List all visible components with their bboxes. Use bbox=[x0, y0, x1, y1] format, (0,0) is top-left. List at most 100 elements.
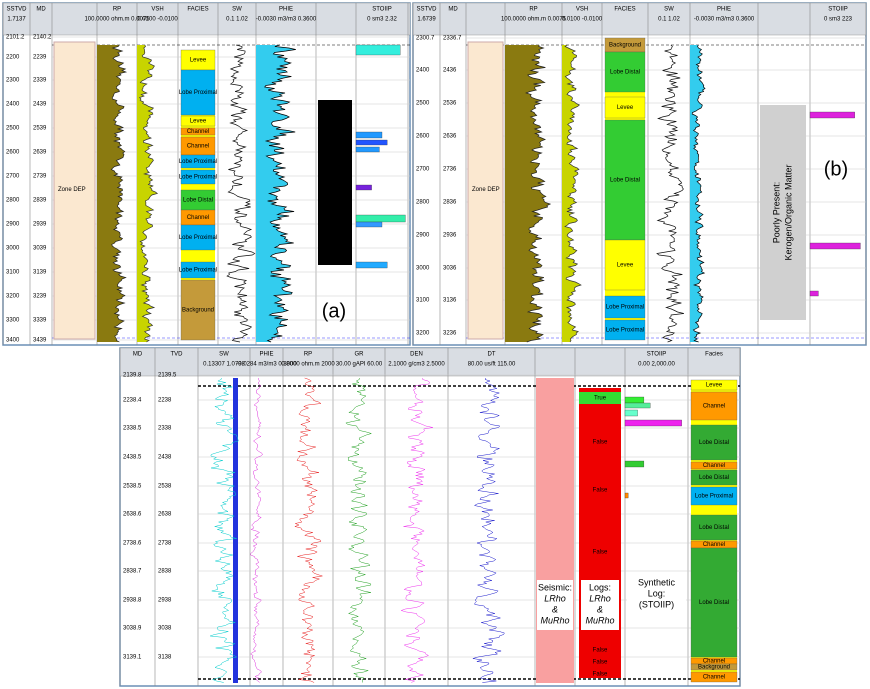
depth-label: 2101.2 bbox=[6, 35, 25, 41]
depth-label: 2700 bbox=[416, 167, 430, 173]
depth-label: 2600 bbox=[6, 150, 20, 156]
facies-label: Channel bbox=[703, 404, 725, 410]
stoiip-bar bbox=[624, 402, 651, 409]
depth-label: 2739 bbox=[33, 174, 47, 180]
depth-label: 3236 bbox=[443, 331, 457, 337]
facies-interval bbox=[690, 391, 738, 421]
track-scale: 0 sm3 223 bbox=[824, 17, 853, 23]
logs-true bbox=[579, 392, 621, 404]
track-scale: 2.1000 g/cm3 2.5000 bbox=[388, 362, 445, 368]
stoiip-bar bbox=[809, 242, 861, 250]
track-name: MD bbox=[36, 7, 46, 13]
track-name: SSTVD bbox=[6, 7, 27, 13]
depth-label: 2636 bbox=[443, 134, 457, 140]
depth-label: 3036 bbox=[443, 266, 457, 272]
zone-fill bbox=[467, 41, 504, 340]
track-name: FACIES bbox=[187, 7, 208, 13]
facies-label: Background bbox=[609, 43, 641, 49]
depth-label: 3200 bbox=[416, 331, 430, 337]
track-name: STOIIP bbox=[372, 7, 392, 13]
depth-label: 3000 bbox=[6, 246, 20, 252]
facies-interval bbox=[690, 379, 738, 391]
depth-label: 2800 bbox=[416, 200, 430, 206]
track-name: VSH bbox=[151, 7, 163, 13]
log-curve bbox=[564, 44, 582, 343]
track-name: SW bbox=[664, 7, 674, 13]
depth-label: 2538 bbox=[158, 484, 172, 490]
depth-label: 3100 bbox=[416, 298, 430, 304]
stoiip-bar bbox=[355, 261, 388, 269]
stoiip-bar bbox=[624, 492, 629, 499]
depth-label: 2838.7 bbox=[123, 569, 142, 575]
annotation: Kerogen/Organic Matter bbox=[783, 164, 793, 260]
facies-interval bbox=[690, 663, 738, 671]
annotation-box bbox=[318, 100, 352, 265]
facies-label: Lobe Distal bbox=[610, 70, 640, 76]
facies-interval bbox=[604, 119, 646, 241]
track-name: VSH bbox=[576, 7, 588, 13]
depth-label: 2738 bbox=[158, 541, 172, 547]
facies-label: Levee bbox=[617, 263, 634, 269]
track-name: SW bbox=[219, 352, 229, 358]
header-band bbox=[412, 2, 867, 36]
depth-label: 2140.2 bbox=[33, 35, 52, 41]
log-curve bbox=[656, 44, 684, 343]
note: LRho bbox=[544, 593, 566, 603]
stoiip-bar bbox=[624, 419, 682, 427]
facies-interval bbox=[180, 169, 216, 185]
logs-flag: False bbox=[593, 488, 608, 494]
track-name: PHIE bbox=[259, 352, 273, 358]
zone-fill bbox=[53, 41, 96, 340]
depth-label: 2139.5 bbox=[158, 373, 177, 379]
depth-label: 2300 bbox=[6, 78, 20, 84]
depth-label: 2700 bbox=[6, 174, 20, 180]
facies-label: Channel bbox=[187, 215, 209, 221]
log-curve bbox=[525, 44, 552, 343]
facies-interval bbox=[180, 154, 216, 169]
depth-label: 3038 bbox=[158, 626, 172, 632]
facies-interval bbox=[180, 127, 216, 136]
depth-label: 2400 bbox=[416, 68, 430, 74]
facies-interval bbox=[180, 69, 216, 116]
facies-interval bbox=[690, 424, 738, 461]
facies-interval bbox=[180, 261, 216, 279]
log-fill bbox=[256, 45, 296, 342]
track-name: TVD bbox=[171, 352, 184, 358]
log-fill bbox=[562, 45, 581, 342]
stoiip-bar bbox=[809, 111, 855, 119]
depth-label: 2639 bbox=[33, 150, 47, 156]
track-scale: 0.0100 -0.0100 bbox=[562, 17, 603, 23]
depth-label: 2738.6 bbox=[123, 541, 142, 547]
track-scale: -0.0284 m3/m3 0.3000 bbox=[236, 362, 297, 368]
log-curve bbox=[345, 377, 373, 683]
depth-label: 2338.5 bbox=[123, 426, 142, 432]
annotation: Poorly Present: bbox=[771, 182, 781, 244]
facies-label: Lobe Proximal bbox=[606, 328, 644, 334]
facies-interval bbox=[690, 461, 738, 470]
track-scale: -0.0030 m3/m3 0.3600 bbox=[694, 17, 755, 23]
depth-label: 2900 bbox=[6, 222, 20, 228]
facies-label: Background bbox=[182, 308, 214, 314]
log-curve bbox=[691, 44, 706, 343]
note: LRho bbox=[589, 593, 611, 603]
track-scale: 0.00 2,000.00 bbox=[638, 362, 675, 368]
panel-label: (b) bbox=[824, 158, 848, 180]
stoiip-bar bbox=[355, 221, 383, 228]
depth-label: 2838 bbox=[158, 569, 172, 575]
depth-label: 2400 bbox=[6, 102, 20, 108]
facies-interval bbox=[180, 115, 216, 127]
log-curve bbox=[138, 44, 159, 343]
facies-label: Lobe Proximal bbox=[695, 494, 733, 500]
depth-label: 2938.8 bbox=[123, 598, 142, 604]
note: MuRho bbox=[540, 615, 569, 625]
depth-label: 2836 bbox=[443, 200, 457, 206]
facies-label: Lobe Distal bbox=[699, 475, 729, 481]
note: & bbox=[597, 604, 603, 614]
depth-label: 3139 bbox=[33, 270, 47, 276]
depth-label: 2338 bbox=[158, 426, 172, 432]
track-name: FACIES bbox=[614, 7, 635, 13]
header-band bbox=[119, 347, 741, 377]
logs-flag: False bbox=[593, 440, 608, 446]
log-curve bbox=[250, 377, 263, 683]
track-scale: 1.6739 bbox=[417, 17, 436, 23]
